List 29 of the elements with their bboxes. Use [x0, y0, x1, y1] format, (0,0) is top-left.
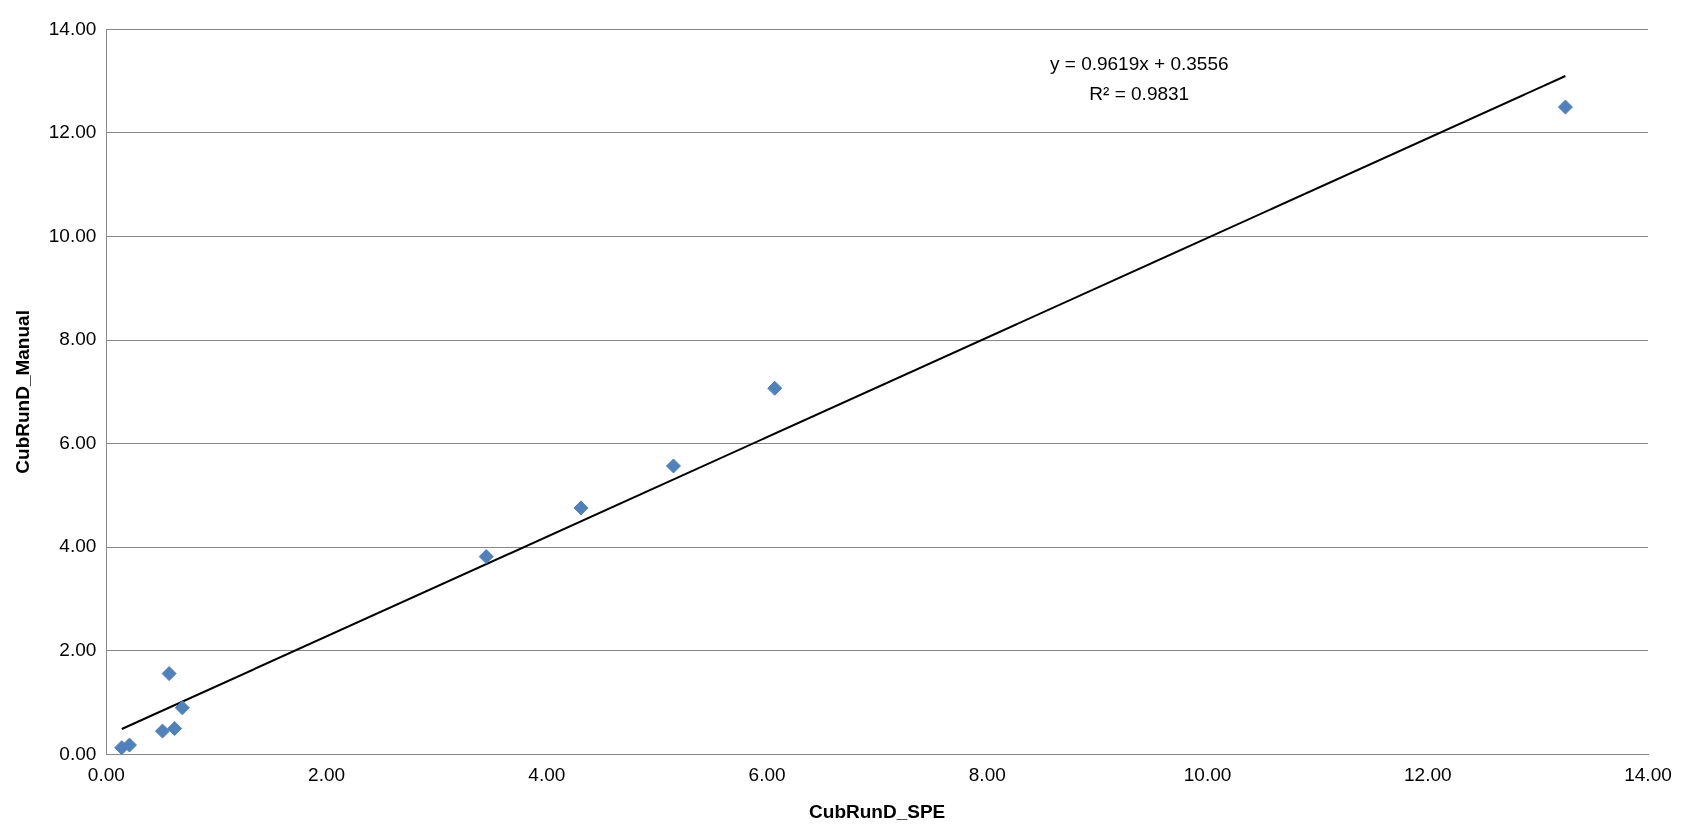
y-tick-label: 2.00: [59, 639, 97, 661]
y-tick-label: 0.00: [59, 742, 97, 764]
y-tick-label: 4.00: [59, 535, 97, 557]
x-tick-label: 8.00: [968, 764, 1006, 786]
annotation: R² = 0.9831: [1089, 82, 1190, 104]
point: [167, 721, 183, 737]
point: [161, 666, 177, 682]
x-tick-label: 10.00: [1183, 764, 1232, 786]
y-tick-label: 10.00: [48, 224, 97, 246]
point: [1557, 99, 1573, 115]
y-tick-label: 14.00: [48, 17, 97, 39]
y-tick-label: 8.00: [59, 328, 97, 350]
x-axis-title: CubRunD_SPE: [809, 800, 946, 822]
x-tick-label: 6.00: [748, 764, 786, 786]
x-tick-label: 4.00: [528, 764, 566, 786]
x-tick-label: 0.00: [87, 764, 125, 786]
y-axis-title: CubRunD_Manual: [11, 310, 33, 474]
point: [155, 723, 171, 739]
point: [478, 549, 494, 565]
point: [573, 500, 589, 516]
y-tick-label: 6.00: [59, 431, 97, 453]
annotation: y = 0.9619x + 0.3556: [1049, 52, 1229, 74]
point: [665, 458, 681, 474]
y-tick-label: 12.00: [48, 121, 97, 143]
x-tick-label: 12.00: [1403, 764, 1452, 786]
x-tick-label: 14.00: [1624, 764, 1672, 786]
point: [174, 700, 190, 716]
x-tick-label: 2.00: [308, 764, 346, 786]
point: [767, 380, 783, 396]
